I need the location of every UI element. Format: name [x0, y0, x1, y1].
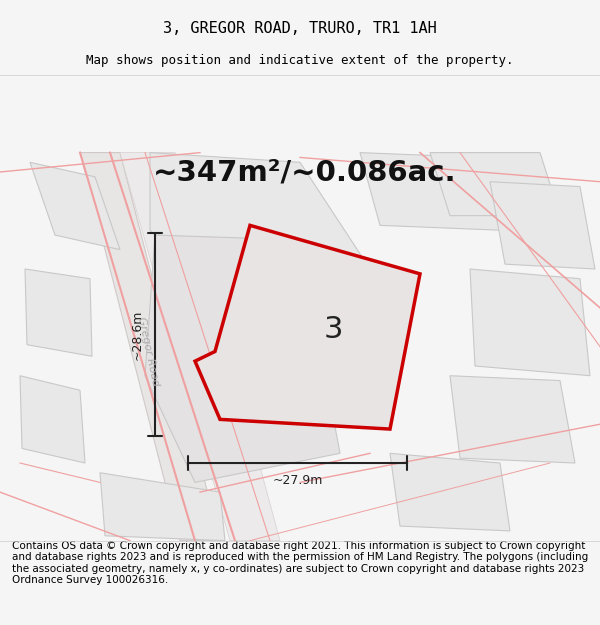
Polygon shape	[390, 453, 510, 531]
Polygon shape	[145, 235, 340, 482]
Text: ~28.6m: ~28.6m	[131, 309, 143, 359]
Text: 3, GREGOR ROAD, TRURO, TR1 1AH: 3, GREGOR ROAD, TRURO, TR1 1AH	[163, 21, 437, 36]
Polygon shape	[20, 376, 85, 463]
Text: Contains OS data © Crown copyright and database right 2021. This information is : Contains OS data © Crown copyright and d…	[12, 541, 588, 586]
Polygon shape	[25, 269, 92, 356]
Text: ~27.9m: ~27.9m	[272, 474, 323, 487]
Text: 3: 3	[324, 315, 343, 344]
Text: Map shows position and indicative extent of the property.: Map shows position and indicative extent…	[86, 54, 514, 67]
Polygon shape	[470, 269, 590, 376]
Polygon shape	[360, 152, 500, 230]
Polygon shape	[195, 226, 420, 429]
Polygon shape	[30, 162, 120, 249]
Polygon shape	[450, 376, 575, 463]
Polygon shape	[120, 152, 280, 541]
Polygon shape	[100, 472, 225, 541]
Text: ~347m²/~0.086ac.: ~347m²/~0.086ac.	[153, 158, 457, 186]
Polygon shape	[80, 152, 220, 541]
Polygon shape	[490, 182, 595, 269]
Polygon shape	[430, 152, 560, 216]
Text: Gregor Road: Gregor Road	[136, 316, 160, 387]
Polygon shape	[150, 152, 370, 298]
